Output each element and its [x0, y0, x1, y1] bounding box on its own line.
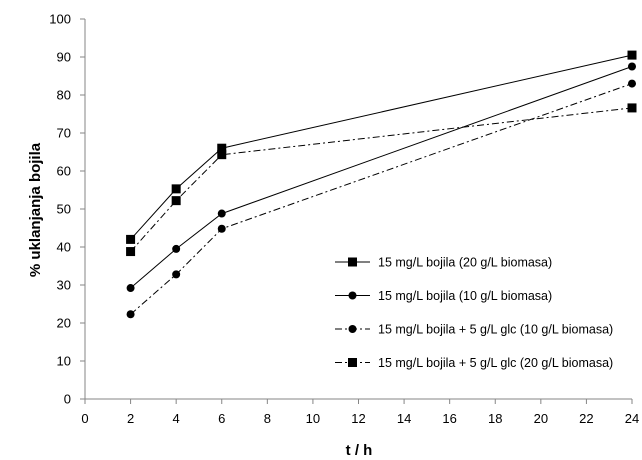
- series-line: [130, 107, 633, 252]
- x-tick-label: 18: [488, 411, 502, 426]
- legend-marker: [348, 257, 357, 267]
- series-3: [126, 79, 636, 319]
- data-point: [171, 184, 181, 194]
- data-point: [628, 62, 636, 71]
- series-1: [126, 50, 637, 244]
- x-tick-label: 16: [442, 411, 456, 426]
- data-point: [628, 79, 636, 88]
- legend-marker: [348, 291, 357, 300]
- legend-item: 15 mg/L bojila + 5 g/L glc (10 g/L bioma…: [335, 323, 613, 337]
- data-point: [627, 103, 637, 113]
- x-tick-label: 22: [579, 411, 593, 426]
- data-point: [217, 143, 227, 153]
- legend-label: 15 mg/L bojila + 5 g/L glc (10 g/L bioma…: [378, 323, 613, 337]
- data-point: [217, 209, 226, 218]
- x-tick-label: 8: [264, 411, 271, 426]
- y-axis-title: % uklanjanja bojila: [27, 142, 44, 277]
- y-tick-label: 30: [57, 278, 71, 293]
- series-line: [130, 66, 633, 289]
- legend-label: 15 mg/L bojila (10 g/L biomasa): [378, 289, 552, 303]
- x-axis-title: t / h: [346, 442, 373, 459]
- x-tick-label: 6: [218, 411, 225, 426]
- data-point: [217, 150, 227, 160]
- y-tick-label: 40: [57, 240, 71, 255]
- y-tick-label: 80: [57, 88, 71, 103]
- y-tick-label: 70: [57, 126, 71, 141]
- legend-item: 15 mg/L bojila (10 g/L biomasa): [335, 289, 552, 303]
- data-point: [172, 270, 181, 279]
- legend-marker: [348, 358, 357, 367]
- legend: 15 mg/L bojila (20 g/L biomasa) 15 mg/L b…: [335, 256, 613, 370]
- legend-label: 15 mg/L bojila + 5 g/L glc (20 g/L bioma…: [378, 356, 613, 370]
- series-2: [126, 62, 636, 293]
- y-tick-label: 0: [64, 392, 71, 407]
- x-tick-label: 24: [625, 411, 639, 426]
- data-point: [126, 247, 136, 257]
- x-tick-label: 2: [127, 411, 134, 426]
- y-tick-label: 20: [57, 316, 71, 331]
- series-layer: [126, 50, 637, 319]
- y-tick-label: 90: [57, 50, 71, 65]
- x-tick-label: 10: [306, 411, 320, 426]
- series-line: [130, 54, 633, 240]
- y-tick-label: 50: [57, 202, 71, 217]
- x-tick-label: 4: [173, 411, 180, 426]
- legend-label: 15 mg/L bojila (20 g/L biomasa): [378, 256, 552, 270]
- x-tick-label: 0: [81, 411, 88, 426]
- data-point: [627, 50, 637, 60]
- data-point: [171, 196, 181, 206]
- x-tick-label: 20: [534, 411, 548, 426]
- legend-item: 15 mg/L bojila (20 g/L biomasa): [335, 256, 552, 270]
- axes: [80, 18, 633, 404]
- legend-item: 15 mg/L bojila + 5 g/L glc (20 g/L bioma…: [335, 356, 613, 370]
- series-line: [130, 83, 633, 315]
- data-point: [126, 284, 135, 293]
- x-tick-label: 14: [397, 411, 411, 426]
- y-tick-label: 60: [57, 164, 71, 179]
- series-4: [126, 103, 637, 257]
- y-tick-label: 100: [49, 12, 71, 27]
- data-point: [172, 244, 181, 253]
- data-point: [126, 234, 136, 244]
- data-point: [217, 224, 226, 233]
- y-tick-label: 10: [57, 354, 71, 369]
- data-point: [126, 310, 135, 319]
- legend-marker: [348, 325, 357, 333]
- x-tick-label: 12: [351, 411, 365, 426]
